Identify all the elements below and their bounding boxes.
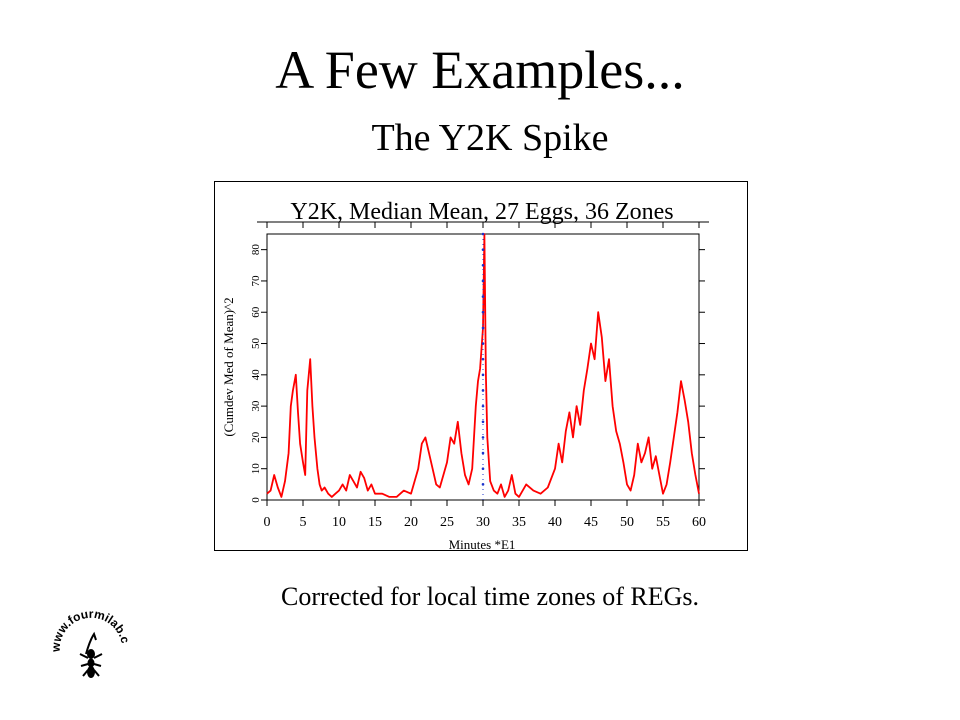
spike-marker-dot — [481, 248, 485, 251]
spike-marker-dot — [481, 373, 485, 377]
spike-markers — [481, 232, 485, 486]
x-tick-label: 40 — [548, 515, 562, 530]
y-tick-label: 60 — [250, 306, 262, 318]
chart-title: Y2K, Median Mean, 27 Eggs, 36 Zones — [290, 199, 673, 225]
spike-marker-dot — [481, 357, 485, 361]
x-tick-label: 60 — [692, 515, 706, 530]
spike-marker-dot — [481, 483, 485, 486]
top-ticks — [257, 221, 709, 228]
y-tick-label: 70 — [250, 275, 262, 287]
slide-subtitle: The Y2K Spike — [371, 117, 609, 159]
y2k-line-chart: Y2K, Median Mean, 27 Eggs, 36 Zones 0 10 2… — [221, 199, 709, 552]
x-axis-ticks: 0 5 10 15 20 25 30 35 40 45 50 55 60 — [264, 500, 706, 530]
y-axis-ticks: 0 10 20 30 40 50 60 70 80 — [250, 244, 705, 503]
x-tick-label: 20 — [404, 515, 418, 530]
x-tick-label: 10 — [332, 515, 346, 530]
y-tick-label: 10 — [250, 463, 262, 475]
logo-text: www.fourmilab.ch — [46, 589, 132, 653]
x-tick-label: 45 — [584, 515, 598, 530]
x-tick-label: 30 — [476, 515, 490, 530]
spike-marker-dot — [481, 232, 485, 236]
spike-marker-dot — [481, 310, 485, 314]
x-tick-label: 35 — [512, 515, 526, 530]
y-tick-label: 30 — [250, 400, 262, 412]
ant-logo-icon: www.fourmilab.ch — [46, 589, 133, 678]
y-tick-label: 50 — [250, 338, 262, 350]
x-tick-label: 25 — [440, 515, 454, 530]
slide-title: A Few Examples... — [275, 40, 685, 100]
y-tick-label: 20 — [250, 431, 262, 443]
spike-marker-dot — [481, 420, 485, 424]
y-tick-label: 40 — [250, 369, 262, 381]
series-line — [266, 233, 700, 498]
spike-marker-dot — [481, 404, 485, 408]
spike-marker-dot — [481, 295, 485, 298]
spike-marker-dot — [481, 389, 485, 392]
spike-marker-dot — [481, 467, 485, 471]
x-tick-label: 50 — [620, 515, 634, 530]
caption: Corrected for local time zones of REGs. — [280, 582, 700, 611]
svg-text:www.fourmilab.ch: www.fourmilab.ch — [50, 600, 133, 653]
y-tick-label: 0 — [250, 497, 262, 503]
spike-marker-dot — [481, 326, 485, 330]
x-tick-label: 5 — [300, 515, 307, 530]
spike-marker-dot — [481, 263, 485, 267]
y-tick-label: 80 — [250, 244, 262, 256]
x-tick-label: 0 — [264, 515, 271, 530]
spike-marker-dot — [481, 279, 485, 283]
x-tick-label: 15 — [368, 515, 382, 530]
x-axis-label: Minutes *E1 — [449, 537, 516, 552]
y-axis-label: (Cumdev Med of Mean)^2 — [221, 297, 236, 436]
spike-marker-dot — [481, 436, 485, 439]
x-tick-label: 55 — [656, 515, 670, 530]
chart-frame: Y2K, Median Mean, 27 Eggs, 36 Zones 0 10 2… — [214, 181, 748, 552]
fourmilab-logo: www.fourmilab.ch — [46, 589, 150, 680]
spike-marker-dot — [481, 342, 485, 345]
spike-marker-dot — [481, 451, 485, 455]
